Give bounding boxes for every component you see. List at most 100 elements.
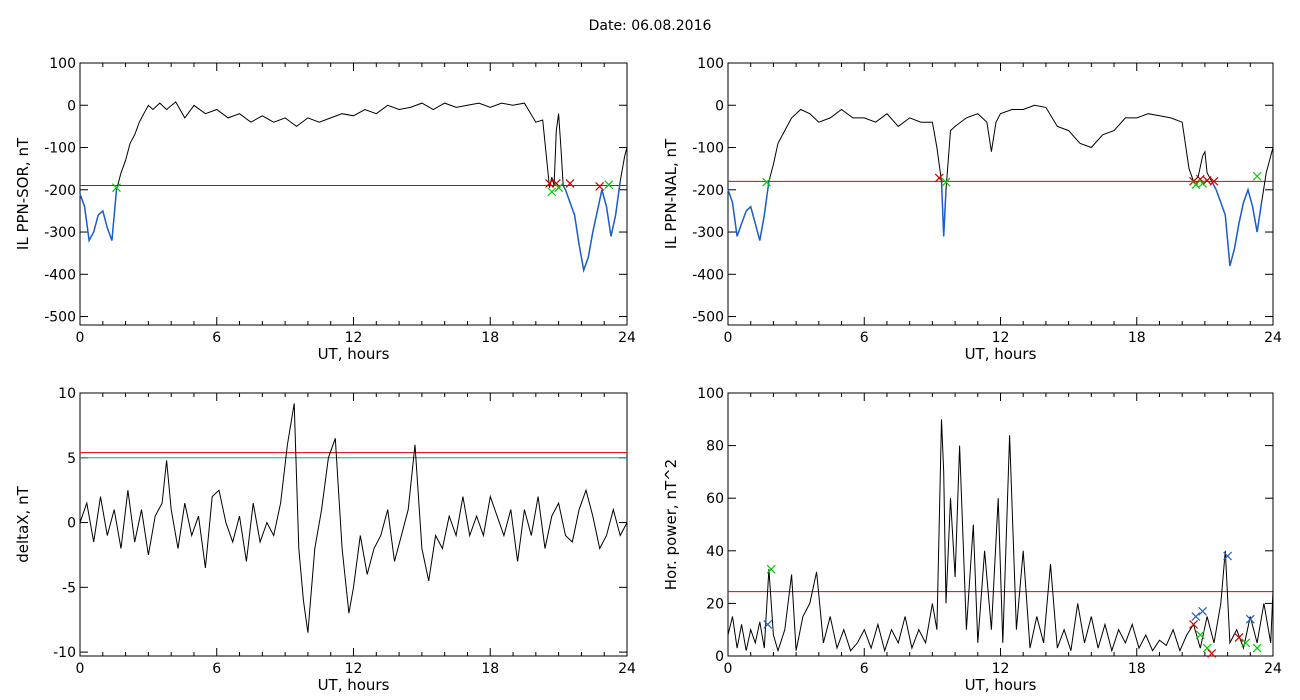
p1-marker	[545, 179, 554, 188]
p4-xlabel: UT, hours	[965, 676, 1037, 694]
p2-marker-stroke	[1189, 176, 1198, 186]
p2-highlight-segment	[940, 181, 947, 237]
p4-marker	[1234, 633, 1244, 643]
p2-frame	[727, 62, 1274, 326]
p2-ytick-label: -500	[692, 310, 724, 326]
p4-ytick-label: 100	[697, 386, 724, 402]
p1-xtick-label: 12	[345, 330, 363, 346]
p3-frame	[79, 392, 628, 657]
p1-ytick-label: 0	[67, 98, 76, 114]
p2-marker-stroke	[934, 173, 944, 183]
p4-marker	[1191, 612, 1201, 621]
p1-marker-stroke	[551, 179, 561, 188]
p4-marker	[1195, 630, 1205, 640]
p4-marker	[1198, 606, 1208, 616]
p4-marker-stroke	[766, 564, 776, 574]
p3-xtick-label: 24	[618, 661, 636, 677]
p2-marker-stroke	[1198, 179, 1208, 188]
p1-xtick-label: 18	[481, 330, 499, 346]
p4-marker	[1245, 614, 1255, 624]
p4-marker-stroke	[1195, 630, 1205, 640]
p2-xlabel: UT, hours	[965, 345, 1037, 363]
p2-ytick-label: -200	[692, 183, 724, 199]
p3-ytick-label: 0	[67, 516, 76, 532]
p3-xtick-label: 18	[481, 661, 499, 677]
p4-marker	[763, 620, 773, 629]
p4-marker	[1241, 638, 1251, 648]
p3-xtick-label: 0	[76, 661, 85, 677]
p1-marker	[547, 187, 557, 197]
p1-ytick-label: -200	[44, 183, 76, 199]
p3-ytick-label: -5	[62, 580, 76, 596]
p2-marker	[941, 177, 951, 187]
p1-marker-stroke	[545, 179, 554, 188]
p4-marker-stroke	[763, 620, 773, 629]
p3-xtick-label: 12	[345, 661, 363, 677]
p1-ytick-label: -300	[44, 225, 76, 241]
p2-xtick-label: 12	[992, 330, 1010, 346]
p1-ytick-label: -500	[44, 310, 76, 326]
p1-marker-stroke	[112, 183, 121, 193]
p4-frame	[727, 392, 1274, 657]
p3-xtick-label: 6	[212, 661, 221, 677]
p4-ytick-label: 40	[706, 544, 724, 560]
p2-series-line	[727, 104, 1274, 266]
p1-marker	[551, 179, 561, 188]
p4-marker-stroke	[1241, 638, 1251, 648]
p4-marker-stroke	[1252, 643, 1262, 653]
p4-marker-stroke	[1223, 551, 1233, 561]
p1-marker	[554, 183, 564, 193]
p2-xtick-label: 6	[860, 330, 869, 346]
p1-marker	[112, 183, 121, 193]
p4-xtick-label: 0	[724, 661, 733, 677]
p2-marker-stroke	[1209, 176, 1219, 186]
p1-xtick-label: 24	[618, 330, 636, 346]
p4-marker-stroke	[1245, 614, 1255, 624]
p4-ytick-label: 80	[706, 439, 724, 455]
p2-marker-stroke	[1195, 174, 1205, 184]
p4-marker	[1252, 643, 1262, 653]
p2-marker-stroke	[762, 177, 772, 187]
p1-ytick-label: -100	[44, 141, 76, 157]
p1-marker-stroke	[595, 181, 605, 191]
p1-ylabel: IL PPN-SOR, nT	[14, 137, 32, 250]
p4-xtick-label: 24	[1264, 661, 1282, 677]
p2-ytick-label: -400	[692, 267, 724, 283]
p2-marker	[1195, 174, 1205, 184]
p4-ytick-label: 20	[706, 596, 724, 612]
p1-marker	[565, 179, 575, 188]
p4-marker	[1189, 620, 1198, 629]
p1-marker	[604, 180, 614, 190]
p2-marker	[1209, 176, 1219, 186]
p1-ytick-label: 100	[49, 56, 76, 72]
p1-marker-stroke	[554, 183, 564, 193]
p2-highlight-segment	[727, 181, 770, 241]
p2-xtick-label: 18	[1128, 330, 1146, 346]
p3-ytick-label: -10	[53, 645, 76, 661]
p4-marker	[766, 564, 776, 574]
p2-marker	[1198, 179, 1208, 188]
p3-series-line	[79, 403, 628, 633]
p2-marker	[1252, 171, 1262, 181]
p1-marker-stroke	[604, 180, 614, 190]
p1-xlabel: UT, hours	[318, 345, 390, 363]
p3-ytick-label: 5	[67, 451, 76, 467]
p2-highlight-segment	[1211, 180, 1263, 266]
p4-marker-stroke	[1234, 633, 1244, 643]
p1-xtick-label: 0	[76, 330, 85, 346]
p3-ytick-label: 10	[58, 386, 76, 402]
p2-xtick-label: 24	[1264, 330, 1282, 346]
p3-ylabel: deltaX, nT	[14, 485, 32, 562]
p4-marker-stroke	[1198, 606, 1208, 616]
p4-marker-stroke	[1207, 648, 1217, 658]
p2-ytick-label: 0	[715, 98, 724, 114]
p3-xlabel: UT, hours	[318, 676, 390, 694]
figure-title: Date: 06.08.2016	[588, 18, 712, 34]
p4-ytick-label: 0	[715, 649, 724, 665]
p1-ytick-label: -400	[44, 267, 76, 283]
p1-frame	[79, 62, 628, 326]
p2-marker	[1191, 180, 1201, 190]
p1-marker-stroke	[547, 187, 557, 197]
p4-marker-stroke	[1191, 612, 1201, 621]
